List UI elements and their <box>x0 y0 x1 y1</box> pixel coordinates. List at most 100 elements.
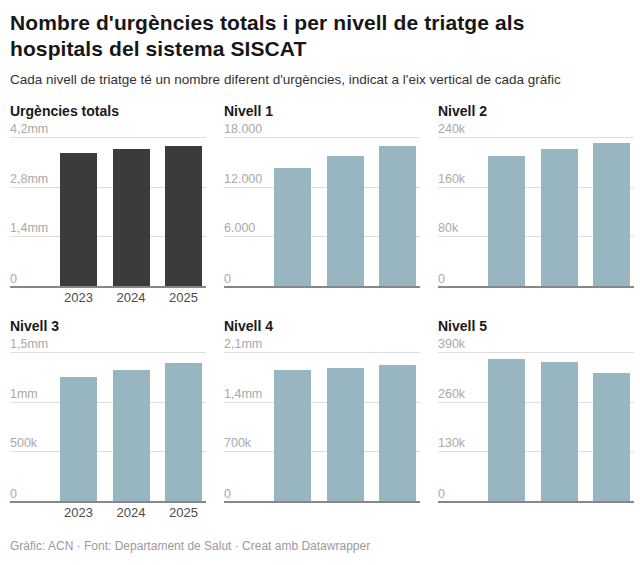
bar <box>379 365 416 501</box>
y-tick-label: 500k <box>10 436 37 450</box>
page-subtitle: Cada nivell de triatge té un nombre dife… <box>10 72 630 87</box>
chart-panel: Nivell 4 2,1mm 1,4mm 700k 0 <box>224 318 420 523</box>
y-tick-label: 700k <box>224 436 251 450</box>
chart-plot: 390k260k130k0 <box>438 352 634 501</box>
y-tick-label: 160k <box>438 172 465 186</box>
y-tick-label: 18.000 <box>224 122 262 136</box>
footer-credit: Gràfic: ACN · Font: Departament de Salut… <box>10 539 630 553</box>
y-tick-label: 1,5mm <box>10 337 48 351</box>
bar <box>593 373 630 501</box>
chart-title: Urgències totals <box>10 103 206 119</box>
x-tick-label <box>593 505 630 523</box>
bar <box>327 368 364 501</box>
page-title: Nombre d'urgències totals i per nivell d… <box>10 10 620 62</box>
y-tick-label: 1,4mm <box>224 387 262 401</box>
y-tick-label: 2,1mm <box>224 337 262 351</box>
x-tick-label <box>327 505 364 523</box>
bar <box>541 362 578 501</box>
chart-title: Nivell 5 <box>438 318 634 334</box>
x-tick-label <box>488 290 525 308</box>
x-tick-label: 2023 <box>60 290 97 308</box>
bar <box>60 377 97 501</box>
x-tick-label <box>327 290 364 308</box>
bar-group <box>488 352 630 501</box>
bar <box>593 143 630 286</box>
x-tick-label <box>379 505 416 523</box>
y-tick-label: 80k <box>438 221 458 235</box>
x-axis-baseline: 0 <box>224 501 420 503</box>
bar <box>488 156 525 286</box>
y-tick-label: 240k <box>438 122 465 136</box>
bar <box>488 359 525 501</box>
chart-panel: Urgències totals 4,2mm2,8mm1,4mm0 202320… <box>10 103 206 308</box>
bar <box>379 146 416 286</box>
bar <box>165 146 202 286</box>
bar <box>113 370 150 501</box>
chart-title: Nivell 1 <box>224 103 420 119</box>
bar-group <box>274 352 416 501</box>
x-axis-labels: 2023 2024 2025 <box>60 290 202 308</box>
chart-plot: 240k160k80k0 <box>438 137 634 286</box>
bar-group <box>60 137 202 286</box>
x-tick-label: 2024 <box>113 505 150 523</box>
y-tick-label: 0 <box>438 272 445 286</box>
x-tick-label: 2024 <box>113 290 150 308</box>
bar <box>274 168 311 286</box>
chart-plot: 4,2mm2,8mm1,4mm0 <box>10 137 206 286</box>
y-tick-label: 0 <box>10 272 17 286</box>
y-tick-label: 260k <box>438 387 465 401</box>
y-tick-label: 0 <box>224 272 231 286</box>
chart-plot: 1,5mm1mm500k0 <box>10 352 206 501</box>
x-tick-label <box>379 290 416 308</box>
bar-group <box>60 352 202 501</box>
x-axis-labels <box>274 290 416 308</box>
chart-panel: Nivell 2 240k 160k 80k 0 <box>438 103 634 308</box>
x-axis-labels <box>488 290 630 308</box>
bar <box>327 156 364 286</box>
x-axis-baseline: 0 <box>224 286 420 288</box>
y-tick-label: 1,4mm <box>10 221 48 235</box>
x-tick-label <box>488 505 525 523</box>
y-tick-label: 12.000 <box>224 172 262 186</box>
bar <box>274 370 311 501</box>
bar <box>165 363 202 501</box>
chart-panel: Nivell 5 390k 260k 130k 0 <box>438 318 634 523</box>
chart-panel: Nivell 1 18.000 12.000 6.000 0 <box>224 103 420 308</box>
x-tick-label: 2025 <box>165 290 202 308</box>
chart-title: Nivell 2 <box>438 103 634 119</box>
x-tick-label: 2025 <box>165 505 202 523</box>
bar-group <box>488 137 630 286</box>
bar <box>60 153 97 286</box>
y-tick-label: 4,2mm <box>10 122 48 136</box>
x-axis-labels <box>274 505 416 523</box>
x-axis-labels <box>488 505 630 523</box>
x-axis-baseline: 0 <box>438 501 634 503</box>
x-tick-label <box>541 290 578 308</box>
x-tick-label <box>274 505 311 523</box>
x-tick-label <box>593 290 630 308</box>
chart-plot: 18.00012.0006.0000 <box>224 137 420 286</box>
y-tick-label: 2,8mm <box>10 172 48 186</box>
bar <box>541 149 578 286</box>
y-tick-label: 390k <box>438 337 465 351</box>
chart-title: Nivell 3 <box>10 318 206 334</box>
chart-plot: 2,1mm1,4mm700k0 <box>224 352 420 501</box>
bar <box>113 149 150 286</box>
x-tick-label: 2023 <box>60 505 97 523</box>
x-axis-baseline: 0 <box>10 501 206 503</box>
chart-title: Nivell 4 <box>224 318 420 334</box>
datawrapper-chart-page: Nombre d'urgències totals i per nivell d… <box>0 0 640 565</box>
x-tick-label <box>274 290 311 308</box>
y-tick-label: 0 <box>224 487 231 501</box>
charts-grid: Urgències totals 4,2mm2,8mm1,4mm0 202320… <box>8 103 632 523</box>
x-tick-label <box>541 505 578 523</box>
y-tick-label: 1mm <box>10 387 38 401</box>
y-tick-label: 6.000 <box>224 221 255 235</box>
y-tick-label: 0 <box>438 487 445 501</box>
x-axis-labels: 2023 2024 2025 <box>60 505 202 523</box>
y-tick-label: 0 <box>10 487 17 501</box>
chart-panel: Nivell 3 1,5mm 1mm 500k 0 2023 2024 2025 <box>10 318 206 523</box>
x-axis-baseline: 0 <box>438 286 634 288</box>
bar-group <box>274 137 416 286</box>
y-tick-label: 130k <box>438 436 465 450</box>
